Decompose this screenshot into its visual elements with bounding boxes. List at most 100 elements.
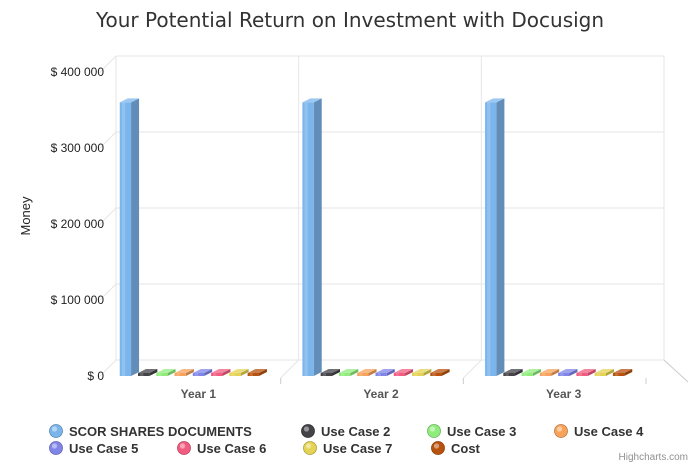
bar[interactable] xyxy=(612,369,633,376)
bar-highlight xyxy=(432,373,436,376)
bar[interactable] xyxy=(320,369,340,376)
legend-item[interactable]: Use Case 4 xyxy=(554,424,645,439)
bar[interactable] xyxy=(138,369,158,376)
bar[interactable] xyxy=(576,369,596,376)
bar-side xyxy=(532,369,541,376)
legend-marker xyxy=(49,424,63,438)
bar[interactable] xyxy=(558,369,578,376)
floor-edge-right xyxy=(663,359,689,383)
legend-label: Use Case 3 xyxy=(447,424,516,439)
legend-marker-shine xyxy=(303,426,310,432)
legend-marker xyxy=(49,441,63,455)
bar-front xyxy=(192,373,205,376)
chart-title: Your Potential Return on Investment with… xyxy=(95,8,604,32)
bar[interactable] xyxy=(393,369,414,376)
legend-item[interactable]: Use Case 2 xyxy=(301,424,391,439)
bar-highlight xyxy=(340,373,345,376)
bar-highlight xyxy=(158,373,162,376)
legend-label: Use Case 5 xyxy=(69,441,138,456)
bar-front xyxy=(375,373,387,376)
bar-top xyxy=(320,369,340,373)
legend-label: Use Case 6 xyxy=(197,441,266,456)
legend-marker xyxy=(301,424,315,438)
bar[interactable] xyxy=(302,98,322,377)
y-tick-label: $ 200 000 xyxy=(51,217,105,231)
x-tick-label: Year 3 xyxy=(546,387,582,401)
bar-top xyxy=(192,369,213,373)
bar[interactable] xyxy=(357,369,377,376)
credits-link[interactable]: Highcharts.com xyxy=(619,452,688,463)
bar-highlight xyxy=(304,102,308,377)
bar[interactable] xyxy=(229,369,249,376)
bar[interactable] xyxy=(247,369,267,376)
legend-item[interactable]: Use Case 3 xyxy=(427,424,517,439)
bar[interactable] xyxy=(594,369,614,376)
bar[interactable] xyxy=(192,369,213,376)
legend-marker-shine xyxy=(305,443,312,449)
bar[interactable] xyxy=(430,369,450,376)
bar[interactable] xyxy=(174,369,194,376)
bar-highlight xyxy=(541,373,546,376)
bar[interactable] xyxy=(119,98,140,377)
bar[interactable] xyxy=(156,369,176,376)
legend-item[interactable]: SCOR SHARES DOCUMENTS xyxy=(49,424,253,439)
bar-side xyxy=(386,369,395,376)
bar-side xyxy=(350,369,359,376)
bar-front xyxy=(138,373,150,376)
legend-item[interactable]: Use Case 6 xyxy=(177,441,267,456)
y-axis-label: Money xyxy=(18,196,33,236)
bar-front xyxy=(119,102,132,377)
legend-item[interactable]: Use Case 5 xyxy=(49,441,139,456)
bar-top xyxy=(412,369,432,373)
bar-highlight xyxy=(176,373,180,376)
bar[interactable] xyxy=(539,369,560,376)
bar[interactable] xyxy=(503,369,523,376)
legend-marker-shine xyxy=(179,443,186,449)
bar-front xyxy=(576,373,588,376)
legend-marker xyxy=(431,441,445,455)
bar-side xyxy=(258,369,267,376)
bar-side xyxy=(368,369,377,376)
bar-side xyxy=(423,369,432,376)
legend-label: Use Case 4 xyxy=(574,424,644,439)
bar-side xyxy=(185,369,194,376)
bar-front xyxy=(393,373,406,376)
bar-front xyxy=(594,373,606,376)
bar-front xyxy=(229,373,241,376)
legend-marker xyxy=(177,441,191,455)
bar-top xyxy=(503,369,523,373)
x-tick-label: Year 2 xyxy=(363,387,399,401)
bar-top xyxy=(521,369,541,373)
bar-highlight xyxy=(322,373,327,376)
bar-side xyxy=(131,98,140,377)
legend-item[interactable]: Cost xyxy=(431,441,481,456)
bar-top xyxy=(594,369,614,373)
x-axis: Year 1 Year 2 Year 3 xyxy=(181,378,647,401)
bar[interactable] xyxy=(338,369,359,376)
bar[interactable] xyxy=(375,369,395,376)
bar-front xyxy=(174,373,186,376)
bar-top xyxy=(211,369,231,373)
legend[interactable]: SCOR SHARES DOCUMENTS Use Case 2 Use Case … xyxy=(49,424,645,456)
bar[interactable] xyxy=(412,369,432,376)
y-axis: $ 0 $ 100 000 $ 200 000 $ 300 000 $ 400 000 xyxy=(51,65,105,383)
bar[interactable] xyxy=(211,369,231,376)
category-separator-floor xyxy=(280,359,300,379)
bar-highlight xyxy=(596,373,601,376)
bar-highlight xyxy=(359,373,363,376)
bar-highlight xyxy=(121,102,126,377)
gridline-side-100000 xyxy=(97,283,117,303)
gridline-side-0 xyxy=(97,359,117,379)
bar-top xyxy=(357,369,377,373)
bars xyxy=(119,98,633,377)
bar-front xyxy=(302,102,314,377)
bar-highlight xyxy=(614,373,619,376)
legend-marker-shine xyxy=(51,426,58,432)
legend-item[interactable]: Use Case 7 xyxy=(303,441,393,456)
legend-marker-shine xyxy=(556,426,563,432)
bar-front xyxy=(558,373,570,376)
bar[interactable] xyxy=(485,98,505,377)
bar[interactable] xyxy=(521,369,541,376)
bar-highlight xyxy=(395,373,400,376)
